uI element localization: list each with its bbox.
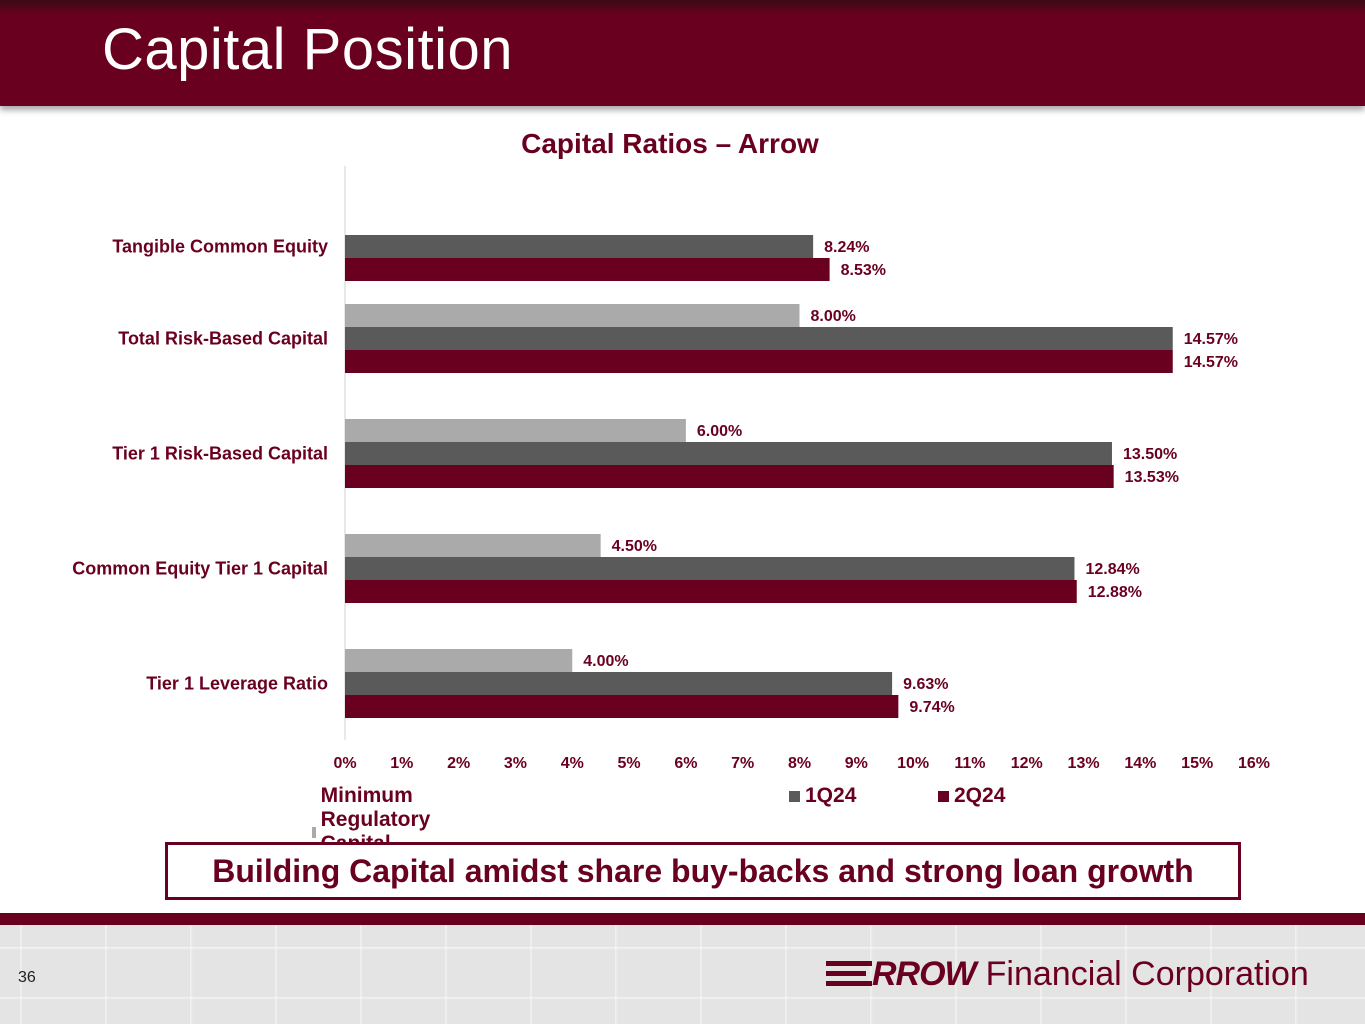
callout-box: Building Capital amidst share buy-backs … [165, 842, 1241, 900]
bar-1q24 [345, 672, 893, 695]
data-label: 9.74% [909, 699, 954, 716]
x-tick-label: 3% [504, 755, 527, 772]
bar-2q24 [345, 695, 899, 718]
legend-label: 2Q24 [954, 784, 1006, 807]
x-tick-label: 6% [674, 755, 697, 772]
x-tick-label: 15% [1181, 755, 1213, 772]
category-label: Tier 1 Leverage Ratio [146, 674, 328, 694]
x-tick-label: 7% [731, 755, 754, 772]
x-tick-label: 4% [561, 755, 584, 772]
category-label: Total Risk-Based Capital [118, 329, 328, 349]
legend-label: 1Q24 [805, 784, 857, 807]
footer-band [0, 913, 1365, 925]
data-label: 12.84% [1085, 561, 1139, 578]
data-label: 14.57% [1184, 331, 1238, 348]
bar-minimum-regulatory-capital-ratios [345, 649, 573, 672]
x-tick-label: 0% [333, 755, 356, 772]
legend-swatch-icon [938, 790, 949, 802]
legend-swatch-icon [312, 826, 316, 838]
x-tick-label: 1% [390, 755, 413, 772]
page-number: 36 [18, 969, 36, 986]
bar-1q24 [345, 235, 814, 258]
x-tick-label: 11% [954, 755, 985, 772]
logo-company-name: Financial Corporation [985, 954, 1309, 993]
data-label: 4.50% [612, 538, 657, 555]
legend-swatch-icon [789, 790, 800, 802]
bar-2q24 [345, 465, 1114, 488]
category-label: Tangible Common Equity [112, 237, 328, 257]
footer-brick-area [0, 925, 1365, 1024]
x-tick-label: 2% [447, 755, 470, 772]
page-title: Capital Position [102, 17, 513, 82]
bar-1q24 [345, 442, 1112, 465]
category-label: Common Equity Tier 1 Capital [72, 559, 328, 579]
header-bar: Capital Position [0, 0, 1365, 106]
x-tick-label: 13% [1068, 755, 1100, 772]
data-label: 8.00% [811, 308, 856, 325]
x-tick-label: 9% [845, 755, 868, 772]
data-label: 9.63% [903, 676, 948, 693]
data-label: 12.88% [1088, 584, 1142, 601]
data-label: 4.00% [583, 653, 628, 670]
bar-chart: Tangible Common Equity 8.24% 8.53% Total Ri… [72, 166, 1270, 772]
chart-title: Capital Ratios – Arrow [521, 128, 819, 159]
data-label: 13.53% [1125, 469, 1179, 486]
legend-item: 2Q24 [938, 784, 1005, 808]
data-label: 14.57% [1184, 354, 1238, 371]
company-logo: RROW Financial Corporation [826, 952, 1309, 996]
x-tick-label: 5% [618, 755, 641, 772]
x-tick-label: 16% [1238, 755, 1270, 772]
bar-2q24 [345, 258, 830, 281]
bar-minimum-regulatory-capital-ratios [345, 304, 800, 327]
x-tick-label: 14% [1124, 755, 1156, 772]
x-tick-label: 12% [1011, 755, 1043, 772]
legend-item: 1Q24 [789, 784, 856, 808]
x-tick-label: 8% [788, 755, 811, 772]
data-label: 8.24% [824, 239, 869, 256]
bar-minimum-regulatory-capital-ratios [345, 534, 601, 557]
category-label: Tier 1 Risk-Based Capital [112, 444, 328, 464]
bar-1q24 [345, 557, 1075, 580]
data-label: 8.53% [841, 262, 886, 279]
data-label: 13.50% [1123, 446, 1177, 463]
bar-2q24 [345, 580, 1077, 603]
logo-speed-lines-icon [826, 959, 872, 989]
bar-2q24 [345, 350, 1173, 373]
bar-minimum-regulatory-capital-ratios [345, 419, 686, 442]
x-tick-label: 10% [897, 755, 929, 772]
data-label: 6.00% [697, 423, 742, 440]
logo-wordmark: RROW [872, 954, 977, 993]
bar-1q24 [345, 327, 1173, 350]
